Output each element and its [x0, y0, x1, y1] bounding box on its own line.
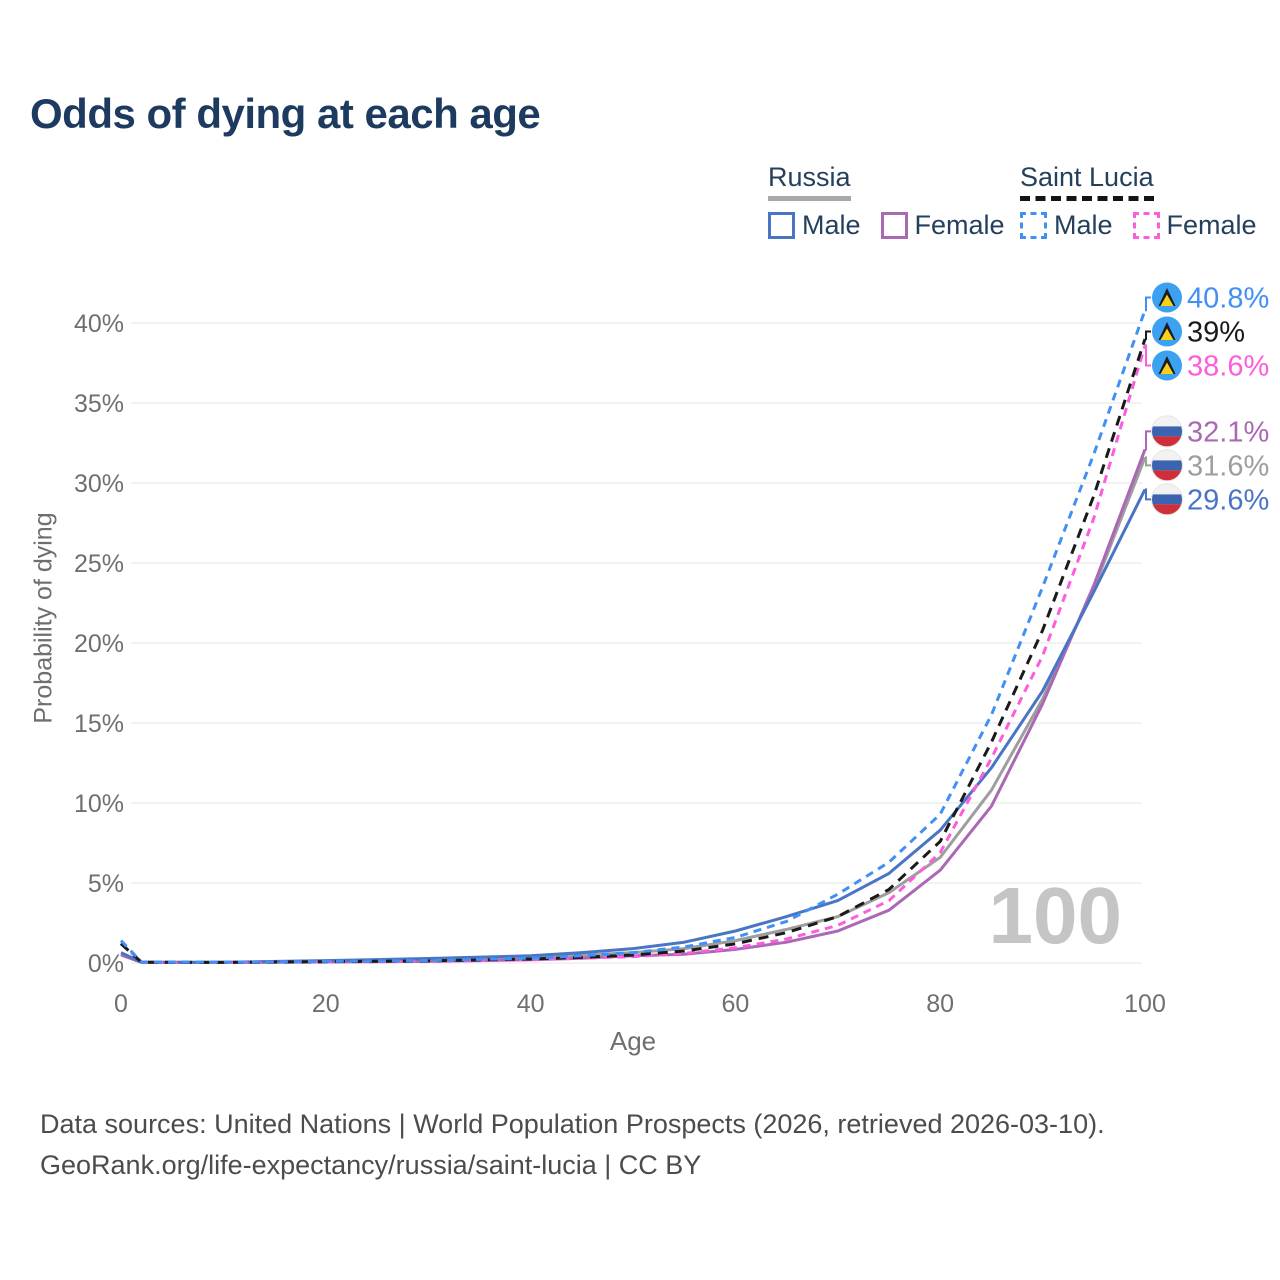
- x-tick-label: 60: [721, 990, 749, 1018]
- series-line-saint-lucia-both: [119, 338, 1147, 964]
- y-tick-label: 15%: [74, 710, 124, 738]
- legend-item-russia-male[interactable]: Male: [768, 210, 861, 241]
- series-line-saint-lucia-female: [119, 344, 1147, 964]
- x-tick-label: 100: [1124, 990, 1166, 1018]
- legend-swatch-icon: [1132, 212, 1160, 239]
- y-tick-label: 5%: [88, 870, 124, 898]
- end-label-connector-saint-lucia-both: [1145, 330, 1151, 340]
- end-label-connector-saint-lucia-male: [1145, 296, 1151, 312]
- end-label-connector-saint-lucia-female: [1145, 344, 1151, 367]
- end-value-label-saint-lucia-female: 38.6%: [1187, 351, 1269, 383]
- russia-flag-icon: [1151, 449, 1183, 482]
- y-tick-label: 30%: [74, 470, 124, 498]
- legend-item-label: Female: [914, 210, 1005, 240]
- russia-flag-icon: [1151, 483, 1183, 516]
- legend-swatch-icon: [768, 212, 795, 239]
- saint-lucia-flag-icon: [1152, 316, 1182, 347]
- end-value-label-russia-both: 31.6%: [1187, 450, 1269, 482]
- legend-swatch-icon: [1020, 212, 1047, 239]
- footer-source-line: Data sources: United Nations | World Pop…: [40, 1109, 1105, 1139]
- x-tick-label: 0: [114, 990, 128, 1018]
- end-label-connector-russia-female: [1145, 430, 1151, 451]
- legend-group-russia: Russia Male Female: [768, 162, 1025, 241]
- y-tick-label: 25%: [74, 550, 124, 578]
- legend-country-label: Russia: [768, 162, 851, 201]
- legend-group-saint-lucia: Saint Lucia Male Female: [1020, 162, 1277, 241]
- y-tick-label: 20%: [74, 630, 124, 658]
- y-tick-label: 0%: [88, 950, 124, 978]
- x-tick-label: 40: [517, 990, 545, 1018]
- footer: Data sources: United Nations | World Pop…: [40, 1104, 1105, 1186]
- y-tick-label: 10%: [74, 790, 124, 818]
- legend-item-label: Male: [802, 210, 861, 240]
- end-label-connector-russia-both: [1145, 456, 1151, 467]
- page-title: Odds of dying at each age: [30, 90, 541, 137]
- x-axis-title: Age: [609, 1026, 657, 1056]
- end-value-label-saint-lucia-both: 39%: [1187, 317, 1245, 349]
- legend-item-saint-lucia-female[interactable]: Female: [1132, 210, 1257, 241]
- y-tick-label: 35%: [74, 390, 124, 418]
- legend-item-label: Female: [1166, 210, 1257, 240]
- legend-swatch-icon: [880, 212, 908, 239]
- legend-country-label: Saint Lucia: [1020, 162, 1154, 201]
- x-tick-label: 80: [926, 990, 954, 1018]
- watermark-age: 100: [989, 871, 1122, 960]
- footer-url-line: GeoRank.org/life-expectancy/russia/saint…: [40, 1150, 702, 1180]
- legend-item-saint-lucia-male[interactable]: Male: [1020, 210, 1113, 241]
- end-value-label-saint-lucia-male: 40.8%: [1187, 283, 1269, 315]
- series-line-saint-lucia-male: [119, 309, 1147, 964]
- end-label-connector-russia-male: [1145, 488, 1151, 501]
- saint-lucia-flag-icon: [1152, 282, 1182, 313]
- end-value-label-russia-male: 29.6%: [1187, 484, 1269, 516]
- end-value-label-russia-female: 32.1%: [1187, 416, 1269, 448]
- legend-item-label: Male: [1054, 210, 1113, 240]
- russia-flag-icon: [1151, 415, 1183, 448]
- x-tick-label: 20: [312, 990, 340, 1018]
- y-tick-label: 40%: [74, 310, 124, 338]
- legend: Russia Male Female Saint Lucia Male Female: [0, 162, 1280, 242]
- saint-lucia-flag-icon: [1152, 350, 1182, 381]
- legend-item-russia-female[interactable]: Female: [880, 210, 1005, 241]
